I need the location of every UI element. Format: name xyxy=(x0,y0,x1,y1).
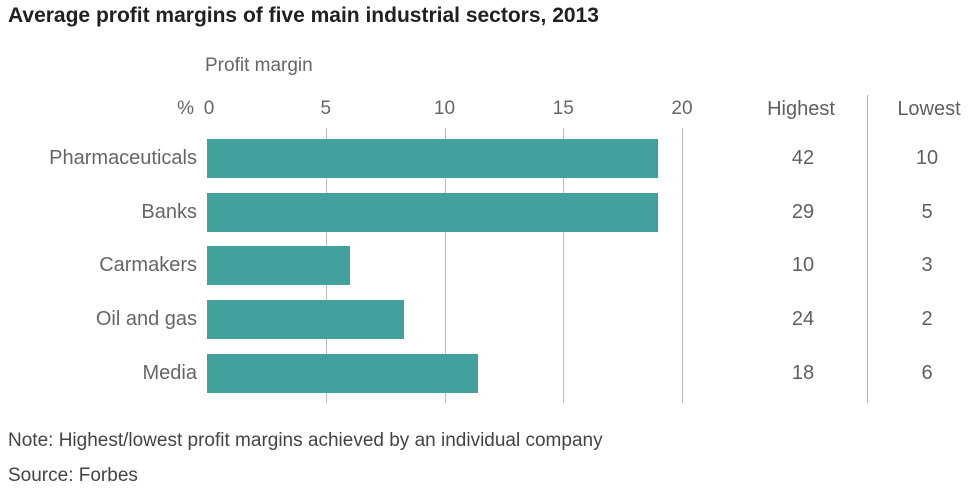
bar-carmakers xyxy=(207,246,350,285)
bar-banks xyxy=(207,193,658,232)
column-header-highest: Highest xyxy=(767,98,835,120)
chart-title: Average profit margins of five main indu… xyxy=(8,4,599,27)
category-label: Carmakers xyxy=(99,254,197,276)
x-gridline xyxy=(563,128,565,403)
lowest-value: 2 xyxy=(921,308,933,330)
note-text: Note: Highest/lowest profit margins achi… xyxy=(8,430,603,451)
category-label: Banks xyxy=(141,201,197,223)
x-gridline xyxy=(444,128,446,403)
lowest-value: 6 xyxy=(921,362,933,384)
x-tick-label: 5 xyxy=(320,98,332,119)
lowest-value: 3 xyxy=(921,254,933,276)
highest-value: 29 xyxy=(791,201,815,223)
column-header-lowest: Lowest xyxy=(897,98,961,120)
source-text: Source: Forbes xyxy=(8,465,138,486)
bar-oil-and-gas xyxy=(207,300,404,339)
highest-value: 42 xyxy=(791,147,815,169)
x-tick-label: 10 xyxy=(433,98,456,119)
highest-value: 24 xyxy=(791,308,815,330)
percent-unit-label: % xyxy=(177,98,194,119)
highest-value: 18 xyxy=(791,362,815,384)
x-tick-label: 20 xyxy=(671,98,693,119)
axis-title: Profit margin xyxy=(205,55,313,76)
lowest-value: 5 xyxy=(921,201,933,223)
table-divider-line xyxy=(867,95,868,403)
x-tick-label: 15 xyxy=(552,98,574,119)
category-label: Pharmaceuticals xyxy=(49,147,197,169)
x-gridline xyxy=(682,128,683,403)
lowest-value: 10 xyxy=(915,147,939,169)
bar-media xyxy=(207,354,478,393)
category-label: Media xyxy=(142,362,197,384)
category-label: Oil and gas xyxy=(95,308,197,330)
bar-pharmaceuticals xyxy=(207,139,658,178)
x-tick-label: 0 xyxy=(203,98,215,119)
highest-value: 10 xyxy=(791,254,815,276)
